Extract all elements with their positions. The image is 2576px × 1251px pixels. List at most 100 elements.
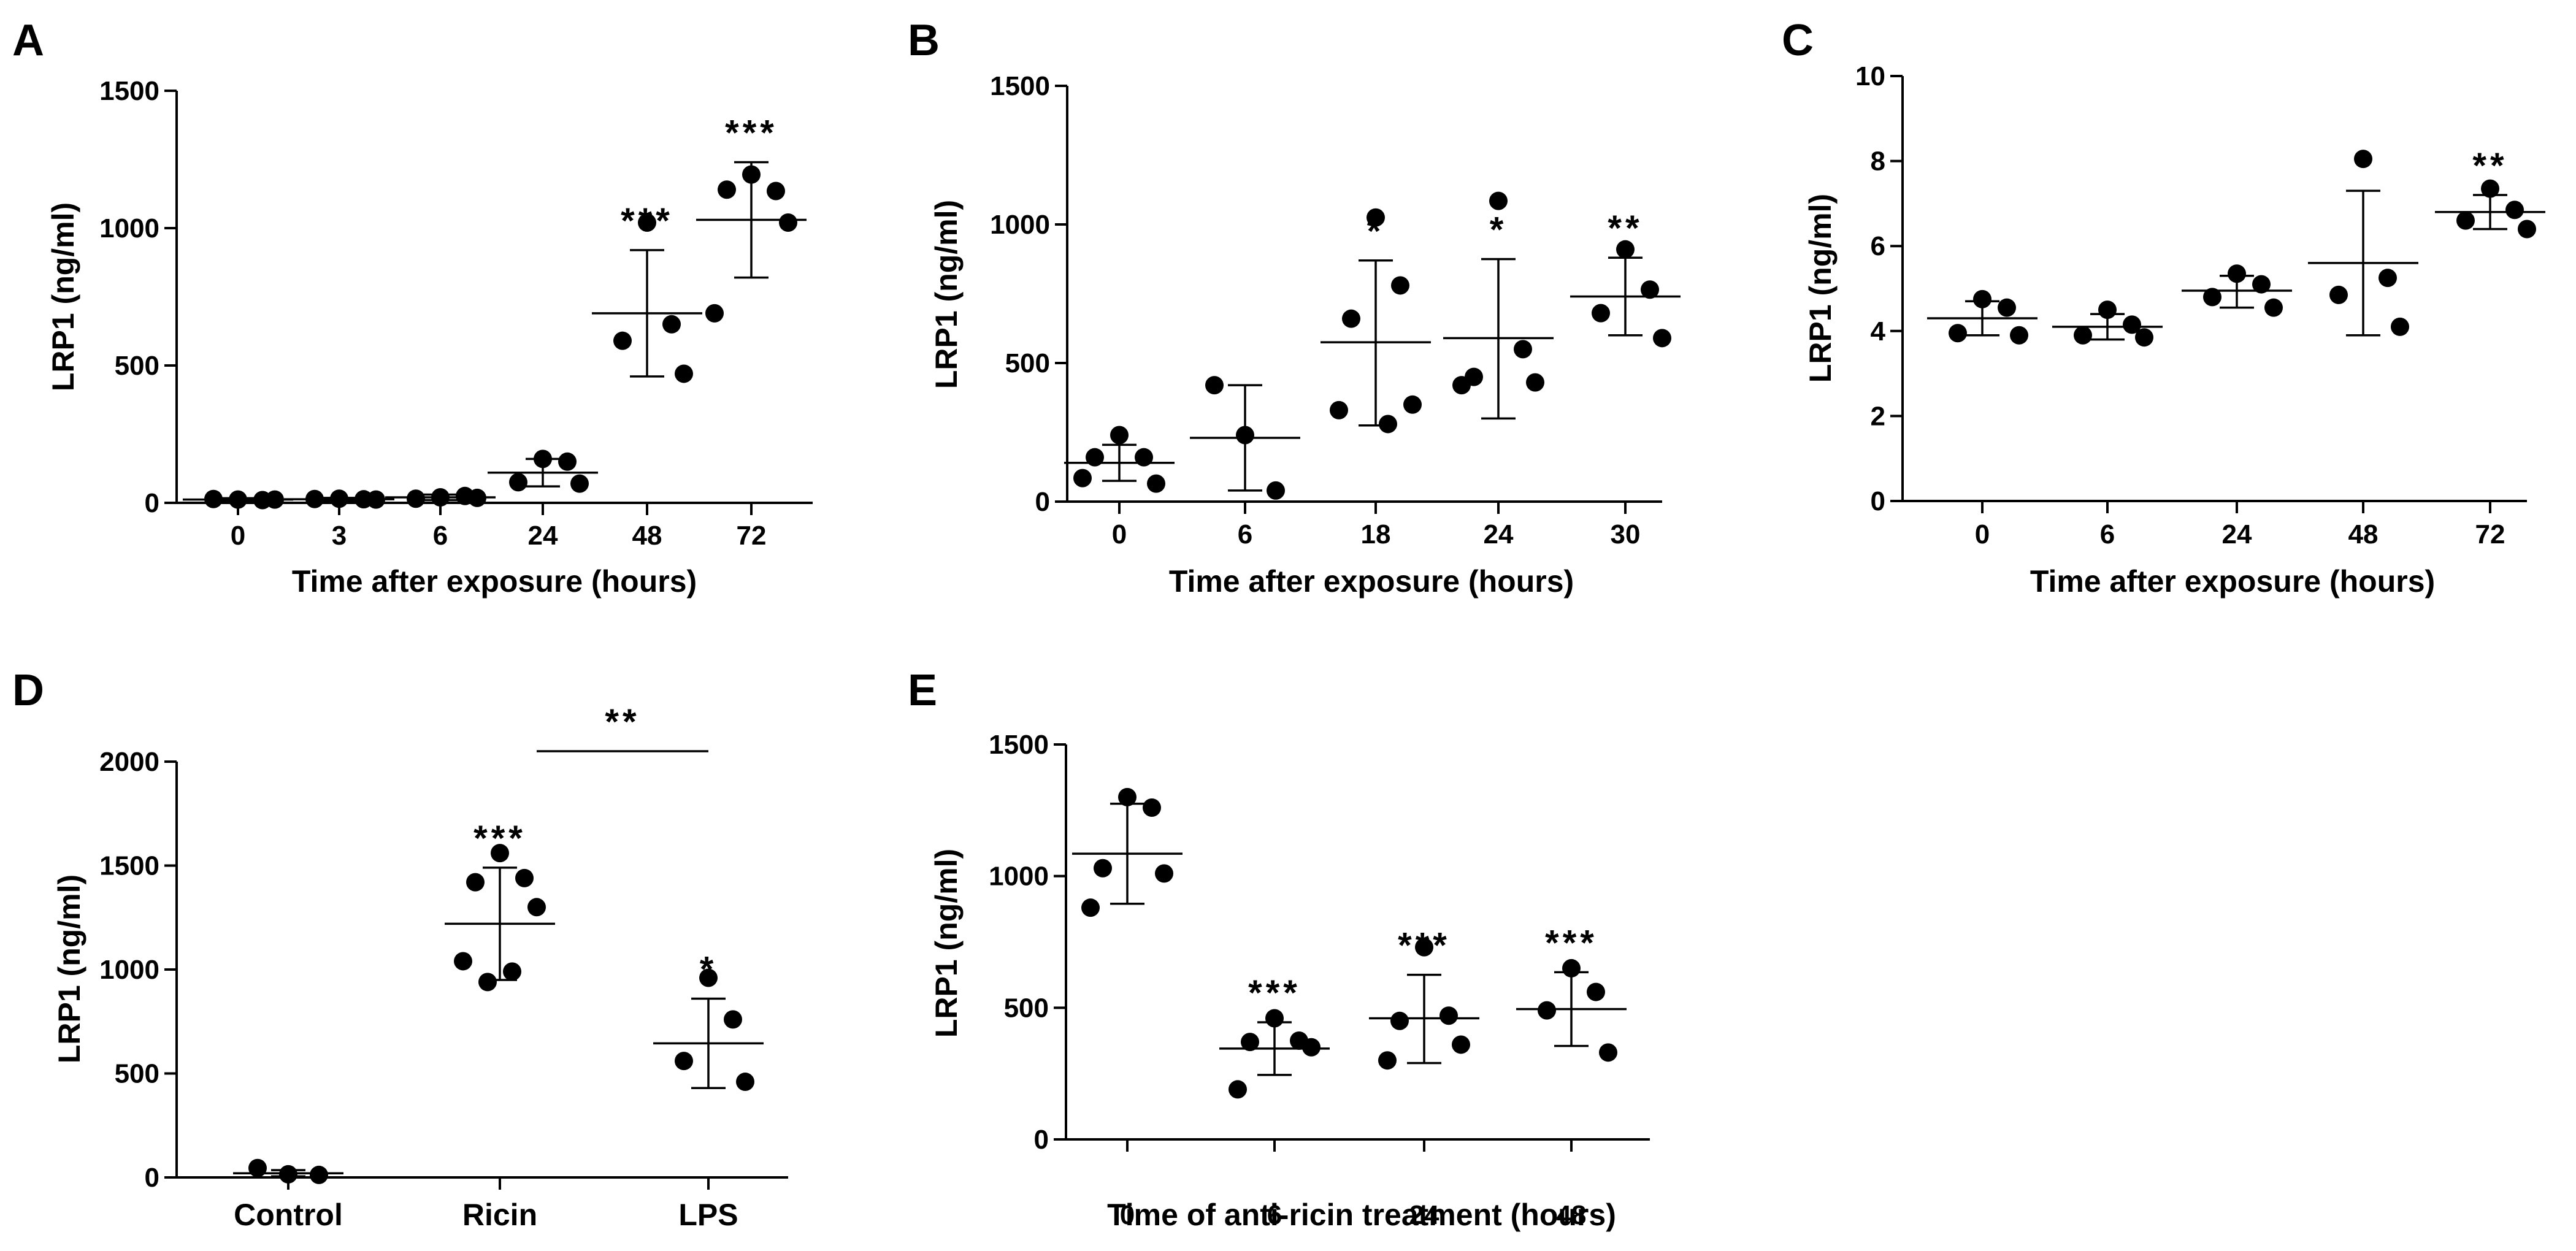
data-point — [1081, 898, 1100, 917]
x-tick-label: 6 — [2100, 519, 2115, 549]
x-axis-title: Time of anti-ricin treatment (hours) — [1107, 1198, 1616, 1232]
data-point — [1135, 448, 1153, 467]
data-point — [2518, 220, 2536, 239]
x-tick-label: 48 — [1557, 1200, 1587, 1230]
data-point — [1267, 481, 1285, 500]
data-point — [1538, 1001, 1556, 1020]
x-tick-label: 24 — [2222, 519, 2252, 549]
data-point — [718, 180, 736, 199]
data-point — [1489, 191, 1508, 210]
x-tick-label: 6 — [1267, 1200, 1282, 1230]
x-tick-label: 24 — [1484, 519, 1514, 549]
data-point — [570, 474, 589, 493]
data-point — [2354, 150, 2372, 169]
x-tick-label: Control — [234, 1198, 343, 1232]
data-point — [248, 1158, 267, 1177]
data-point — [724, 1010, 742, 1029]
data-point — [478, 973, 497, 992]
y-tick-label: 1000 — [99, 213, 159, 243]
y-tick-label: 500 — [115, 1059, 159, 1089]
y-tick-label: 1500 — [989, 730, 1049, 760]
data-point — [407, 489, 425, 508]
y-tick-label: 0 — [145, 488, 159, 518]
significance-label: *** — [1248, 973, 1301, 1013]
data-point — [742, 165, 761, 184]
x-axis-title: Time after exposure (hours) — [292, 564, 697, 599]
x-tick-label: 18 — [1361, 519, 1391, 549]
significance-label: *** — [1545, 923, 1598, 963]
panel-letter: E — [908, 666, 937, 715]
data-point — [1592, 304, 1610, 323]
data-point — [1949, 324, 1967, 343]
panel-b: B 0 500 1000 1500 0 6 18 * 24 * 30 ** Time after expo… — [908, 16, 1681, 599]
y-axis-title: LRP1 (ng/ml) — [46, 202, 80, 391]
data-point — [1302, 1038, 1321, 1057]
data-point — [2481, 179, 2499, 198]
y-tick-label: 0 — [1871, 486, 1885, 516]
data-point — [1147, 474, 1165, 493]
data-point — [454, 952, 472, 971]
data-point — [1342, 309, 1360, 328]
y-tick-label: 1000 — [99, 955, 159, 985]
data-point — [1379, 415, 1397, 434]
significance-label: *** — [1398, 926, 1451, 966]
data-point — [1205, 376, 1224, 395]
x-tick-label: 0 — [1112, 519, 1127, 549]
significance-label: ** — [1608, 208, 1643, 248]
data-point — [736, 1073, 754, 1092]
x-tick-label: 0 — [231, 521, 245, 551]
data-point — [638, 213, 656, 232]
y-tick-label: 0 — [1034, 1125, 1049, 1155]
y-tick-label: 2 — [1871, 401, 1885, 431]
y-axis-title: LRP1 (ng/ml) — [1803, 194, 1838, 383]
panel-letter: A — [12, 16, 44, 65]
data-point — [491, 844, 509, 863]
data-point — [1378, 1051, 1397, 1070]
data-point — [1118, 787, 1137, 806]
data-point — [1094, 859, 1112, 878]
data-point — [2505, 201, 2524, 220]
y-tick-label: 6 — [1871, 231, 1885, 261]
data-point — [1265, 1009, 1284, 1028]
y-tick-label: 2000 — [99, 747, 159, 777]
data-point — [2074, 326, 2092, 345]
y-tick-label: 1500 — [990, 71, 1050, 101]
data-point — [2391, 317, 2409, 336]
data-point — [2456, 211, 2475, 230]
x-tick-label: Ricin — [462, 1198, 537, 1232]
y-tick-label: 500 — [115, 351, 159, 381]
x-tick-label: 3 — [332, 521, 347, 551]
data-point — [1367, 208, 1385, 227]
data-point — [229, 490, 247, 509]
data-point — [1236, 426, 1254, 445]
data-point — [431, 488, 450, 507]
data-point — [330, 489, 348, 508]
y-axis-title: LRP1 (ng/ml) — [52, 874, 86, 1063]
x-axis-title: Time after exposure (hours) — [2030, 564, 2435, 599]
x-tick-label: 0 — [1975, 519, 1990, 549]
x-tick-label: 24 — [1409, 1200, 1439, 1230]
data-point — [2379, 269, 2397, 288]
data-point — [527, 898, 546, 917]
x-tick-label: 24 — [528, 521, 558, 551]
y-tick-label: 1000 — [990, 210, 1050, 240]
x-tick-label: 0 — [1120, 1200, 1135, 1230]
y-tick-label: 1500 — [99, 76, 159, 106]
data-point — [675, 364, 693, 383]
data-point — [1599, 1043, 1617, 1062]
significance-label: ** — [2472, 146, 2507, 186]
y-axis-title: LRP1 (ng/ml) — [929, 200, 964, 389]
panel-letter: D — [12, 666, 44, 715]
data-point — [613, 331, 632, 350]
significance-label: *** — [725, 113, 778, 153]
x-tick-label: LPS — [678, 1198, 738, 1232]
bracket-significance-label: ** — [605, 702, 640, 742]
significance-label: *** — [473, 819, 526, 859]
data-point — [558, 452, 577, 471]
panel-a: A 0 500 1000 1500 0 3 6 24 48 *** 72 *** Time after e… — [12, 16, 813, 599]
y-tick-label: 1500 — [99, 851, 159, 881]
data-point — [1641, 280, 1659, 299]
data-point — [1391, 276, 1409, 295]
data-point — [699, 968, 718, 987]
data-point — [503, 962, 521, 981]
